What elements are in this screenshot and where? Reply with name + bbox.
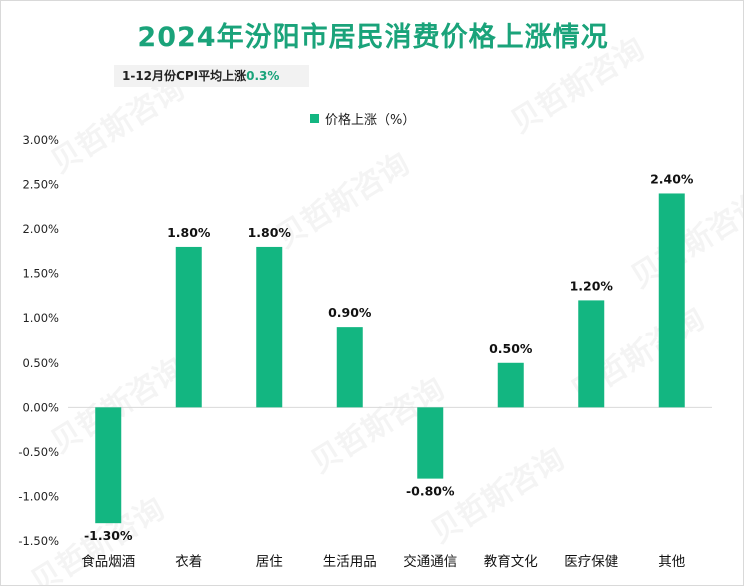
legend-swatch <box>310 114 319 123</box>
bar <box>256 246 283 408</box>
category-label: 居住 <box>256 554 283 570</box>
category-label: 其他 <box>658 554 685 570</box>
category-label: 生活用品 <box>323 554 377 570</box>
y-tick-label: 2.50% <box>22 178 59 192</box>
y-tick-label: 2.00% <box>22 222 59 236</box>
bar <box>336 327 363 408</box>
data-label: 1.80% <box>248 225 292 240</box>
category-label: 教育文化 <box>484 554 538 570</box>
chart-title: 2024年汾阳市居民消费价格上涨情况 <box>137 22 609 53</box>
data-label: -0.80% <box>406 484 455 499</box>
legend-label: 价格上涨（%） <box>325 113 416 128</box>
cpi-average-label: 1-12月份CPI平均上涨 <box>122 69 247 83</box>
data-label: 1.20% <box>570 278 614 293</box>
data-label: 1.80% <box>167 225 211 240</box>
y-tick-label: 3.00% <box>22 133 59 147</box>
bar <box>497 362 524 408</box>
bar <box>95 407 122 524</box>
y-tick-label: -1.00% <box>18 489 59 503</box>
bar <box>175 246 202 408</box>
data-label: 0.90% <box>328 305 372 320</box>
data-label: -1.30% <box>84 528 133 543</box>
y-tick-label: 0.50% <box>22 356 59 370</box>
legend: 价格上涨（%） <box>310 109 415 128</box>
category-label: 交通通信 <box>403 553 457 570</box>
bar <box>578 300 605 408</box>
data-label: 2.40% <box>650 171 694 186</box>
cpi-average-note: 1-12月份CPI平均上涨0.3% <box>114 65 309 87</box>
category-label: 医疗保健 <box>564 554 618 570</box>
bar <box>658 193 685 408</box>
category-label: 食品烟酒 <box>81 553 135 570</box>
y-tick-label: 0.00% <box>22 400 59 414</box>
y-tick-label: 1.00% <box>22 311 59 325</box>
cpi-average-value: 0.3% <box>246 69 280 83</box>
data-label: 0.50% <box>489 341 533 356</box>
category-label: 衣着 <box>175 553 202 570</box>
y-tick-label: 1.50% <box>22 267 59 281</box>
bar <box>417 407 444 479</box>
y-tick-label: -1.50% <box>18 534 59 548</box>
y-tick-label: -0.50% <box>18 445 59 459</box>
